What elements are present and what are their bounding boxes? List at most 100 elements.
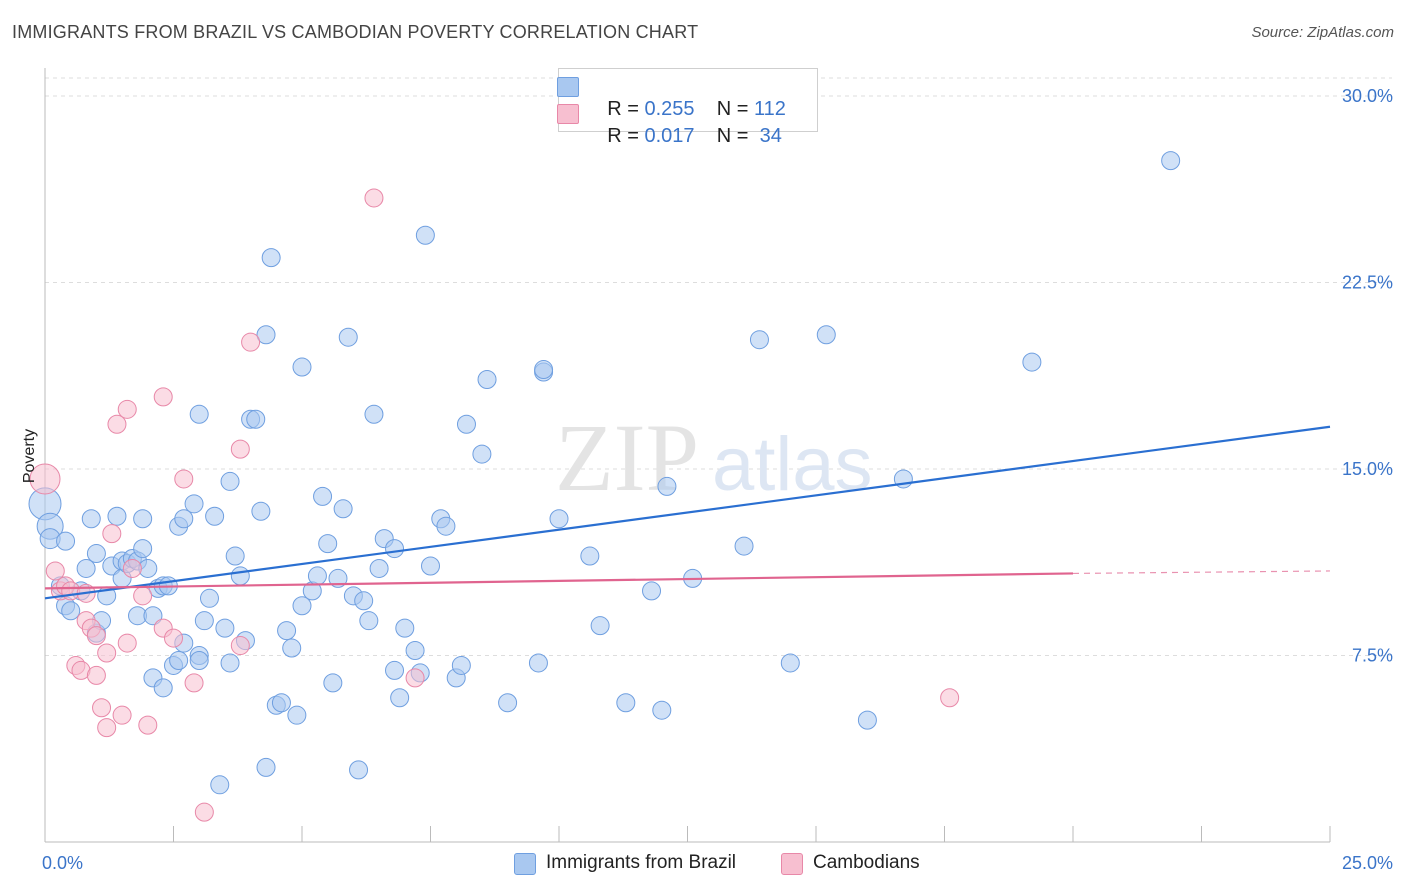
brazil-point <box>287 705 307 725</box>
cambodian-point <box>230 439 250 459</box>
bottom-legend-cambodians: Cambodians <box>781 852 920 875</box>
brazil-point <box>472 444 492 464</box>
brazil-point <box>436 516 456 536</box>
trend-lines <box>44 425 1331 600</box>
brazil-point <box>642 581 662 601</box>
cambodian-point <box>45 561 65 581</box>
cambodian-point <box>107 414 127 434</box>
chart-title: IMMIGRANTS FROM BRAZIL VS CAMBODIAN POVE… <box>12 22 699 42</box>
watermark: ZIP atlas <box>555 404 873 511</box>
brazil-point <box>230 566 250 586</box>
watermark-zip: ZIP <box>555 404 699 511</box>
brazil-point <box>261 248 281 268</box>
cambodian-point <box>364 188 384 208</box>
brazil-point <box>313 486 333 506</box>
brazil-point <box>323 673 343 693</box>
cambodian-point <box>164 628 183 648</box>
cambodian-point <box>117 399 137 419</box>
brazil-trend-line <box>44 425 1331 600</box>
bottom-legend-swatch-brazil <box>514 853 536 875</box>
brazil-point <box>498 693 518 713</box>
brazil-point <box>816 325 836 345</box>
x-tick-label: 0.0% <box>42 853 83 873</box>
data-points <box>28 151 1181 822</box>
brazil-point <box>749 330 769 350</box>
brazil-point <box>385 539 405 559</box>
cambodian-point <box>194 802 214 822</box>
brazil-point <box>107 506 127 526</box>
cambodian-point <box>97 718 117 738</box>
brazil-point <box>590 616 610 636</box>
bottom-legend-label-cambodians: Cambodians <box>813 852 920 873</box>
brazil-point <box>652 700 672 720</box>
brazil-point <box>549 509 569 529</box>
source-label: Source: ZipAtlas.com <box>1251 24 1394 41</box>
brazil-point <box>205 506 225 526</box>
y-tick-label: 22.5% <box>1342 273 1393 293</box>
brazil-point <box>246 409 266 429</box>
brazil-point <box>390 688 410 708</box>
axes <box>44 68 1331 843</box>
brazil-point <box>215 618 235 638</box>
brazil-point <box>133 539 153 559</box>
brazil-point <box>256 325 276 345</box>
brazil-point <box>456 414 476 434</box>
y-axis-label: Poverty <box>21 429 38 483</box>
cambodian-point <box>117 633 137 653</box>
cambodian-point <box>241 332 261 352</box>
legend-row-brazil: R = 0.255 N = 112 <box>557 75 786 120</box>
legend-row-cambodians: R = 0.017 N = 34 <box>557 102 782 147</box>
brazil-point <box>451 655 471 675</box>
brazil-point <box>271 693 291 713</box>
brazil-point <box>153 678 173 698</box>
cambodian-point <box>102 524 122 544</box>
brazil-point <box>292 357 312 377</box>
brazil-point <box>251 501 271 521</box>
y-tick-label: 7.5% <box>1352 646 1393 666</box>
brazil-point <box>225 546 245 566</box>
brazil-point <box>580 546 600 566</box>
tick-labels: 7.5% 15.0% 22.5% 30.0% 0.0% 25.0% <box>42 86 1393 873</box>
brazil-point <box>395 618 415 638</box>
bottom-legend-label-brazil: Immigrants from Brazil <box>546 852 737 873</box>
gridlines <box>45 77 1392 656</box>
brazil-point <box>328 568 348 588</box>
brazil-point <box>86 544 106 564</box>
brazil-point <box>256 757 276 777</box>
brazil-point <box>354 591 374 611</box>
cambodian-point <box>174 469 194 489</box>
brazil-point <box>81 509 101 529</box>
brazil-point <box>369 558 389 578</box>
cambodian-point <box>86 665 106 685</box>
brazil-point <box>415 225 435 245</box>
brazil-point <box>292 596 312 616</box>
brazil-point <box>61 601 81 621</box>
brazil-point <box>528 653 548 673</box>
x-tick-label: 25.0% <box>1342 853 1393 873</box>
cambodian-point <box>97 643 117 663</box>
legend-swatch-brazil <box>557 77 579 97</box>
cambodian-point <box>940 688 960 708</box>
brazil-point <box>189 404 209 424</box>
brazil-point <box>76 558 96 578</box>
brazil-point <box>174 509 194 529</box>
brazil-point <box>189 650 209 670</box>
watermark-atlas: atlas <box>712 422 873 507</box>
cambodian-point <box>230 636 250 656</box>
brazil-point <box>780 653 800 673</box>
brazil-point <box>1022 352 1042 372</box>
brazil-point <box>199 588 219 608</box>
cambodian-point <box>138 715 158 735</box>
brazil-point <box>184 494 204 514</box>
brazil-point <box>349 760 369 780</box>
brazil-point <box>616 693 636 713</box>
brazil-point <box>220 653 240 673</box>
cambodian-point <box>405 668 425 688</box>
cambodian-point <box>112 705 132 725</box>
brazil-point <box>169 650 189 670</box>
y-tick-label: 15.0% <box>1342 459 1393 479</box>
brazil-point <box>318 534 338 554</box>
brazil-point <box>133 509 153 529</box>
brazil-point <box>282 638 302 658</box>
brazil-point <box>333 499 353 519</box>
